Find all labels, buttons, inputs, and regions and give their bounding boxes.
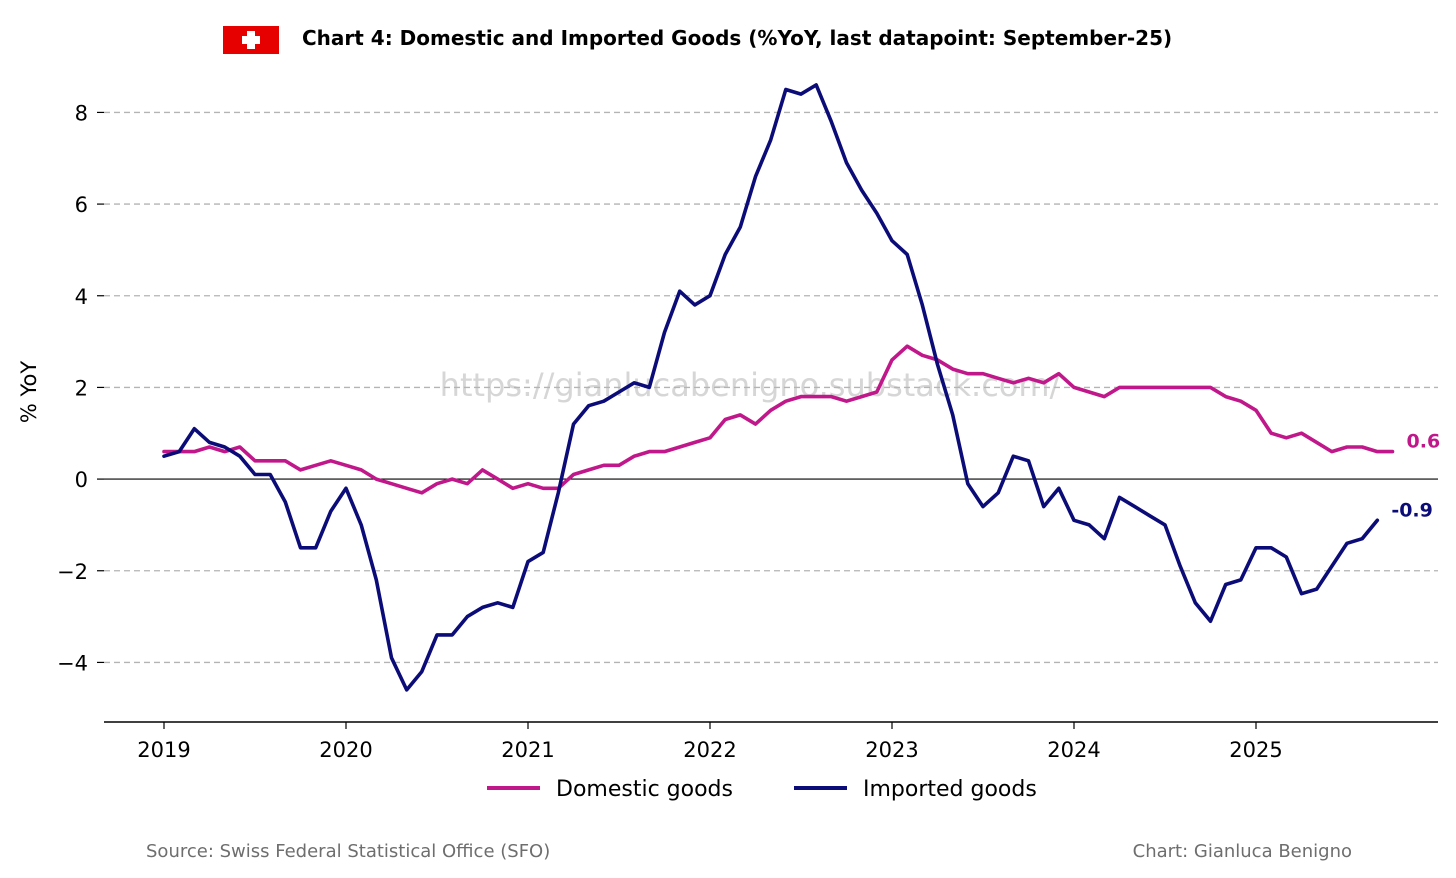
axes: 8 6 4 2 0 −2 −4 2019 2020 2021 2022 2023 2024 2025 [57,101,1438,762]
legend-label-imported: Imported goods [863,777,1037,802]
x-tick-label: 2020 [319,738,372,762]
x-tick-label: 2023 [865,738,918,762]
domestic-end-label: 0.6 [1407,431,1441,453]
x-tick-label: 2019 [137,738,190,762]
y-tick-label: 2 [75,376,88,400]
grid-lines [104,111,1438,664]
swiss-flag-icon [223,26,279,54]
x-tick-label: 2025 [1229,738,1282,762]
imported-end-label: -0.9 [1391,499,1433,521]
x-tick-label: 2022 [683,738,736,762]
domestic-goods-line [162,344,1395,495]
y-tick-label: 8 [75,101,88,125]
x-tick-label: 2021 [501,738,554,762]
series-lines [162,83,1395,692]
x-tick-label: 2024 [1047,738,1100,762]
y-tick-label: 6 [75,193,88,217]
y-tick-label: −4 [57,651,88,675]
legend-label-domestic: Domestic goods [556,777,733,802]
end-labels: 0.6 -0.9 [1391,431,1440,522]
y-tick-label: −2 [57,560,88,584]
watermark: https://gianlucabenigno.substack.com/ [440,366,1061,404]
y-tick-label: 0 [75,468,88,492]
source-note: Source: Swiss Federal Statistical Office… [146,841,550,862]
y-axis-label: % YoY [17,361,41,424]
y-tick-label: 4 [75,285,88,309]
legend: Domestic goods Imported goods [487,777,1037,802]
chart-credit: Chart: Gianluca Benigno [1133,841,1352,862]
imported-goods-line [162,83,1380,692]
chart-title: Chart 4: Domestic and Imported Goods (%Y… [302,26,1172,50]
